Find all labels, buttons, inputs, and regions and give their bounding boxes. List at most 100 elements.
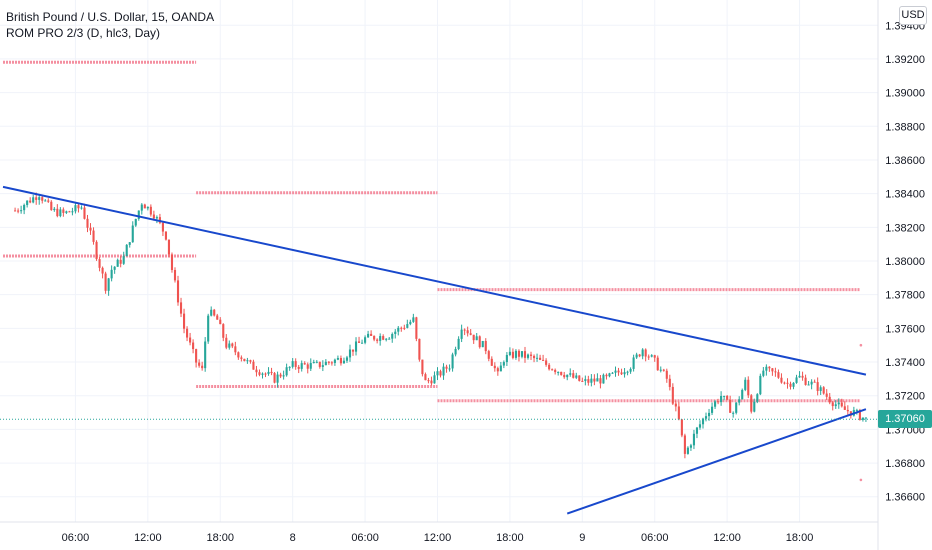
candle-body — [32, 197, 35, 203]
currency-button[interactable]: USD — [899, 6, 927, 25]
trendline-ascending — [566, 408, 867, 515]
candle-body — [276, 374, 279, 383]
candle-body — [626, 371, 629, 373]
candle-body — [864, 417, 867, 419]
candle-body — [641, 349, 644, 357]
candle-body — [517, 350, 521, 357]
trendline-descending — [2, 185, 867, 376]
candle-body — [765, 366, 768, 371]
candle-body — [210, 309, 213, 316]
candle-body — [539, 357, 542, 360]
candle-body — [207, 315, 210, 342]
candle-body — [370, 333, 373, 336]
candle-body — [695, 427, 699, 434]
candle-body — [116, 259, 119, 267]
candle-body — [726, 395, 729, 400]
candle-body — [523, 351, 527, 358]
candle-body — [442, 366, 445, 376]
candle-body — [478, 336, 481, 348]
candle-body — [771, 368, 774, 372]
candle-body — [861, 417, 864, 420]
candle-body — [216, 315, 219, 320]
candle-body — [397, 327, 400, 332]
candle-body — [569, 373, 572, 375]
candle-body — [611, 372, 614, 374]
candle-body — [354, 341, 358, 352]
candle-body — [189, 337, 192, 343]
candle-body — [170, 254, 174, 270]
candle-body — [409, 321, 412, 325]
candle-body — [698, 424, 702, 428]
candle-body — [179, 302, 183, 314]
candle-body — [460, 329, 463, 339]
candle-body — [689, 445, 692, 448]
candle-body — [717, 401, 720, 403]
candle-body — [403, 327, 406, 329]
y-tick-label: 1.36600 — [885, 492, 925, 504]
candle-body — [551, 369, 554, 371]
candle-body — [309, 363, 312, 369]
candle-body — [219, 319, 222, 325]
y-tick-label: 1.38400 — [885, 189, 925, 201]
candle-body — [161, 222, 164, 232]
candle-body — [457, 338, 460, 349]
candle-body — [735, 402, 738, 413]
candle-body — [351, 349, 355, 352]
x-tick-label: 12:00 — [134, 532, 162, 544]
candle-body — [173, 269, 177, 281]
x-tick-label: 18:00 — [496, 532, 524, 544]
candle-body — [412, 317, 415, 322]
candle-body — [747, 379, 750, 396]
candle-body — [710, 406, 714, 413]
candle-body — [258, 372, 261, 375]
candle-body — [596, 378, 599, 382]
candle-body — [249, 360, 252, 362]
candle-body — [665, 370, 668, 379]
y-tick-label: 1.38600 — [885, 155, 925, 167]
candle-body — [490, 358, 493, 366]
candle-body — [149, 206, 152, 215]
candle-body — [267, 371, 270, 374]
candle-body — [342, 360, 346, 364]
candle-body — [496, 368, 499, 372]
x-tick-label: 06:00 — [351, 532, 379, 544]
candle-body — [840, 402, 843, 407]
candle-body — [391, 334, 394, 339]
x-tick-label: 06:00 — [641, 532, 669, 544]
candle-body — [406, 324, 409, 328]
candle-body — [134, 218, 137, 226]
candle-body — [300, 363, 303, 369]
candle-body — [653, 355, 656, 358]
candle-body — [158, 217, 161, 223]
level-dot — [859, 343, 863, 347]
candle-body — [822, 387, 825, 394]
candle-body — [756, 394, 759, 402]
candle-body — [324, 361, 327, 366]
x-tick-label: 12:00 — [713, 532, 741, 544]
candle-body — [714, 401, 717, 407]
last-price-label: 1.37060 — [878, 410, 932, 429]
candle-body — [246, 360, 249, 362]
candle-body — [119, 259, 122, 264]
candle-body — [602, 374, 605, 384]
candle-body — [638, 354, 641, 357]
candle-body — [680, 419, 683, 436]
candle-body — [439, 371, 442, 376]
candle-body — [140, 204, 143, 211]
candle-body — [41, 197, 44, 201]
candle-body — [204, 341, 207, 369]
candle-body — [228, 343, 231, 348]
candle-body — [433, 375, 436, 384]
candle-body — [810, 381, 813, 385]
candle-body — [511, 351, 514, 358]
candle-body — [590, 378, 593, 383]
candle-body — [137, 210, 140, 219]
candle-body — [252, 361, 255, 370]
candle-body — [345, 357, 349, 361]
candle-body — [107, 278, 110, 291]
candle-body — [614, 370, 617, 373]
candle-body — [104, 273, 107, 291]
candle-body — [83, 207, 86, 219]
